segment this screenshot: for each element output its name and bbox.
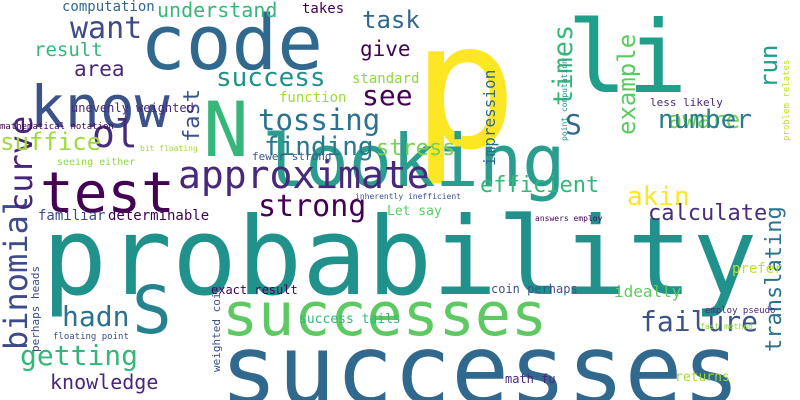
word-failure-18: failure [640,305,759,338]
word-fewer-strong-62: fewer strong [252,150,332,163]
word-run-35: run [755,44,783,88]
word-determinable-50: determinable [108,208,210,224]
word-know-8: know [30,73,170,141]
word-computation-46: computation [62,0,155,15]
word-familiar-49: familiar [38,208,106,224]
word-ol-14: ol [92,112,138,156]
word-understand-33: understand [157,0,278,22]
word-function-44: function [279,90,347,106]
word-impression-43: impression [480,69,499,166]
word-n-9: N [203,85,249,174]
word-calculate-28: calculate [648,201,768,226]
word-takes-47: takes [302,1,345,17]
word-approximate-11: approximate [178,153,430,197]
word-give-42: give [360,37,411,61]
word-seeing-either-63: seeing either [57,157,136,168]
word-aware-23: aware [668,106,741,134]
word-returns-60: returns [675,370,730,385]
word-li-6: li [567,0,688,116]
word-suffice-38: suffice [0,128,102,156]
word-s-10: S [132,272,172,349]
word-answers-employ-68: answers employ [535,214,603,223]
word-fast-39: fast [180,89,205,142]
word-employ-pseudo-69: employ pseudo [705,306,776,316]
word-efficient-27: efficient [480,173,600,198]
word-coin-perhaps-55: coin perhaps [491,282,578,296]
word-number-24: number [658,105,752,135]
word-strong-25: strong [258,189,367,224]
word-fast-method-70: fast method [700,322,753,331]
word-want-21: want [70,11,143,46]
word-mathematical-notation-64: mathematical notation [0,122,114,132]
word-translating-29: translating [762,206,787,352]
word-success-15: success [216,63,326,93]
word-result-41: result [34,39,103,61]
word-akin-30: akin [627,182,690,212]
word-math-fu-59: math fu [505,372,556,386]
word-tossing-16: tossing [258,103,381,137]
word-area-40: area [74,57,125,81]
word-floating-point-66: floating point [53,332,129,342]
word-example-19: example [613,33,641,135]
word-exact-result-53: exact result [211,283,298,297]
word-ideally-51: ideally [614,282,682,301]
word-probability-1: probability [42,195,758,320]
word-test-7: test [40,161,175,226]
word-success-tails-54: success tails [299,312,401,327]
word-problem-relates-72: problem relates [782,59,792,141]
word-standard-45: standard [352,71,420,87]
word-p-0: p [412,0,518,189]
word-less-likely-61: less likely [650,96,723,109]
word-let-say-56: Let say [387,204,442,219]
word-see-34: see [362,79,413,112]
word-perhaps-heads-57: perhaps heads [29,265,42,352]
word-unevenly-weighted-48: unevenly weighted [71,101,194,115]
word-binomial-12: binomial [0,195,35,350]
word-getting-17: getting [20,339,139,372]
word-s-36: S [565,108,582,141]
word-knowledge-32: knowledge [50,370,159,394]
word-bit-floating-65: bit floating [140,144,198,153]
word-task-22: task [362,6,420,34]
word-looking-4: looking [262,119,566,203]
word-code-5: code [140,0,324,87]
word-prefer-52: prefer [732,261,783,277]
word-weighted-coin-58: weighted coin [210,285,223,372]
word-point-computation-71: point computation [560,59,569,141]
word-successes-2: successes [220,314,741,400]
word-hadn-31: hadn [62,300,130,333]
word-inherently-inefficient-67: inherently inefficient [355,192,461,201]
word-finding-26: finding [264,132,374,162]
word-successes-3: successes [222,280,548,350]
word-stress-37: stress [376,136,456,161]
